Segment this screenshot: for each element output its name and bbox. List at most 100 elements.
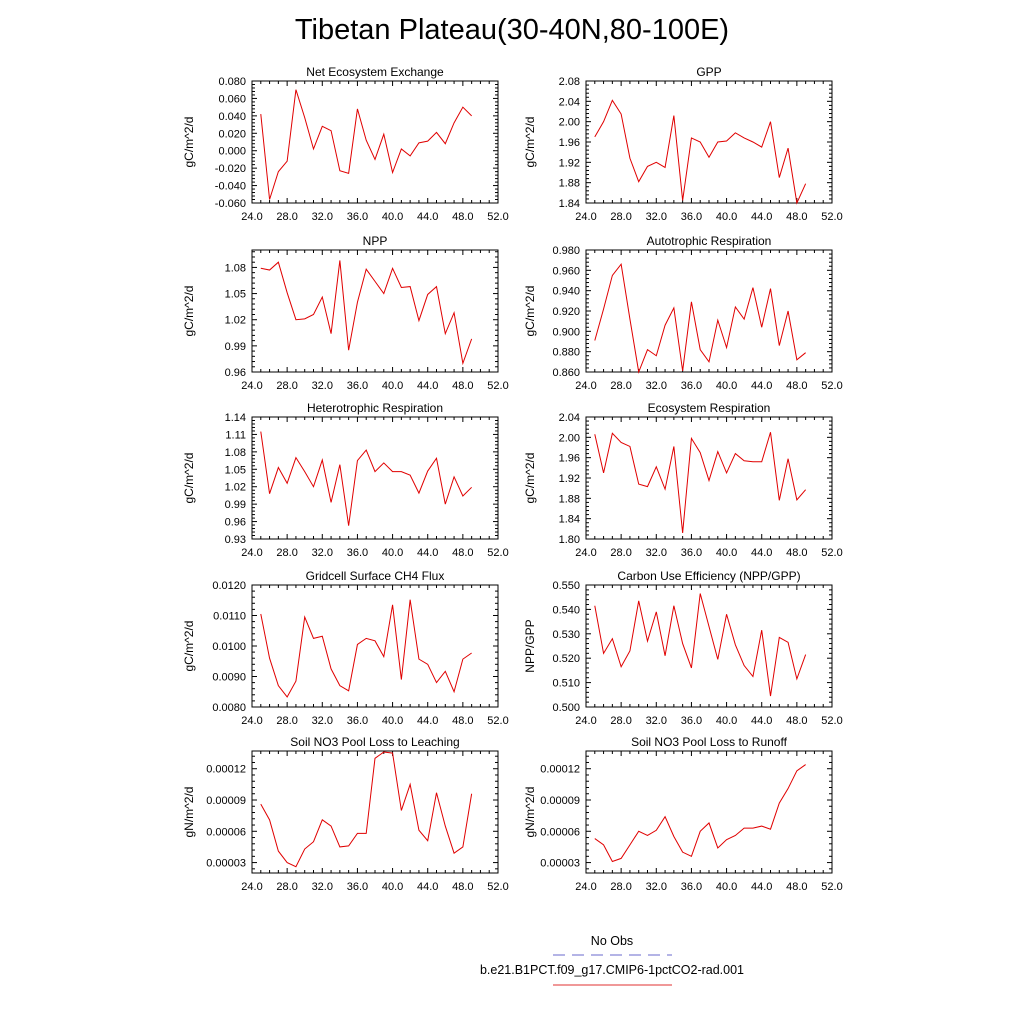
panel-8: Soil NO3 Pool Loss to Leaching 24.0 28.0 32… xyxy=(182,735,509,893)
y-tick-label: 1.05 xyxy=(225,464,246,476)
x-tick-label: 32.0 xyxy=(312,881,333,893)
y-tick-label: 0.00012 xyxy=(540,764,580,776)
panel-title: Soil NO3 Pool Loss to Runoff xyxy=(631,735,788,749)
panels-grid: Net Ecosystem Exchange 24.0 28.0 32.0 36.0 40… xyxy=(182,65,843,893)
y-tick-label: 0.500 xyxy=(552,702,580,714)
x-tick-label: 32.0 xyxy=(312,547,333,559)
y-tick-label: 1.92 xyxy=(559,473,580,485)
x-tick-label: 44.0 xyxy=(417,211,438,223)
x-tick-label: 24.0 xyxy=(241,881,262,893)
panel-title: Autotrophic Respiration xyxy=(647,234,772,248)
panel-title: Carbon Use Efficiency (NPP/GPP) xyxy=(617,569,800,583)
y-axis-label: gN/m^2/d xyxy=(182,787,196,838)
panel-6: Gridcell Surface CH4 Flux 24.0 28.0 32.0 36.… xyxy=(182,569,509,727)
x-tick-label: 32.0 xyxy=(312,380,333,392)
y-tick-label: 2.04 xyxy=(559,96,580,108)
y-tick-label: 0.540 xyxy=(552,604,580,616)
plot-frame xyxy=(585,80,833,204)
x-tick-label: 40.0 xyxy=(716,881,737,893)
x-tick-label: 44.0 xyxy=(751,547,772,559)
y-axis-label: gC/m^2/d xyxy=(182,117,196,168)
panel-title: NPP xyxy=(363,234,388,248)
y-tick-label: 0.040 xyxy=(218,111,246,123)
y-tick-label: -0.040 xyxy=(215,181,246,193)
x-tick-label: 24.0 xyxy=(575,715,596,727)
panel-7: Carbon Use Efficiency (NPP/GPP) 24.0 28.0 3… xyxy=(523,569,843,727)
y-tick-label: 0.0080 xyxy=(212,702,246,714)
plot-frame xyxy=(251,584,499,708)
y-tick-label: 0.96 xyxy=(225,367,246,379)
y-tick-label: 1.08 xyxy=(225,447,246,459)
y-tick-label: 0.510 xyxy=(552,678,580,690)
panel-title: Gridcell Surface CH4 Flux xyxy=(306,569,445,583)
x-tick-label: 24.0 xyxy=(241,211,262,223)
x-tick-label: 48.0 xyxy=(786,881,807,893)
y-tick-label: 0.0110 xyxy=(213,611,246,623)
x-tick-label: 32.0 xyxy=(646,380,667,392)
y-tick-label: 0.00003 xyxy=(206,858,246,870)
y-tick-label: 0.520 xyxy=(552,653,580,665)
legend-label-no-obs: No Obs xyxy=(591,934,633,948)
x-tick-label: 28.0 xyxy=(610,211,631,223)
x-tick-label: 44.0 xyxy=(417,380,438,392)
y-tick-label: 0.0090 xyxy=(212,672,246,684)
y-tick-label: 2.00 xyxy=(559,432,580,444)
x-tick-label: 36.0 xyxy=(681,881,702,893)
y-axis-label: gC/m^2/d xyxy=(182,286,196,337)
x-tick-label: 52.0 xyxy=(487,380,508,392)
panel-title: Heterotrophic Respiration xyxy=(307,401,443,415)
panel-5: Ecosystem Respiration 24.0 28.0 32.0 36.0 40.… xyxy=(523,401,843,559)
figure-title: Tibetan Plateau(30-40N,80-100E) xyxy=(295,14,729,46)
x-tick-label: 32.0 xyxy=(312,715,333,727)
x-tick-label: 48.0 xyxy=(786,380,807,392)
x-tick-label: 36.0 xyxy=(347,547,368,559)
y-tick-label: 1.02 xyxy=(225,315,246,327)
panel-title: Ecosystem Respiration xyxy=(648,401,771,415)
plot-frame xyxy=(585,249,833,373)
y-tick-label: 1.96 xyxy=(559,137,580,149)
panel-3: Autotrophic Respiration 24.0 28.0 32.0 36.0 4… xyxy=(523,234,843,392)
series-line xyxy=(594,263,806,374)
plot-frame xyxy=(585,584,833,708)
y-tick-label: 1.02 xyxy=(225,482,246,494)
x-tick-label: 28.0 xyxy=(276,211,297,223)
y-tick-label: 0.960 xyxy=(552,265,580,277)
x-tick-label: 48.0 xyxy=(452,881,473,893)
x-tick-label: 36.0 xyxy=(681,380,702,392)
x-tick-label: 44.0 xyxy=(751,211,772,223)
y-tick-label: 2.00 xyxy=(559,117,580,129)
y-tick-label: 0.99 xyxy=(225,341,246,353)
y-axis-label: gC/m^2/d xyxy=(182,453,196,504)
panel-title: GPP xyxy=(696,65,721,79)
x-tick-label: 36.0 xyxy=(347,881,368,893)
y-tick-label: 0.00006 xyxy=(540,826,580,838)
x-tick-label: 36.0 xyxy=(347,380,368,392)
y-tick-label: 0.00003 xyxy=(540,858,580,870)
x-tick-label: 40.0 xyxy=(716,715,737,727)
y-tick-label: 0.99 xyxy=(225,499,246,511)
x-tick-label: 40.0 xyxy=(382,211,403,223)
y-tick-label: 1.84 xyxy=(559,198,580,210)
x-tick-label: 36.0 xyxy=(681,547,702,559)
x-tick-label: 24.0 xyxy=(575,380,596,392)
plot-frame xyxy=(585,416,833,540)
x-tick-label: 24.0 xyxy=(575,547,596,559)
y-tick-label: 2.08 xyxy=(559,76,580,88)
x-tick-label: 52.0 xyxy=(821,380,842,392)
y-tick-label: 1.88 xyxy=(559,178,580,190)
y-tick-label: 1.92 xyxy=(559,157,580,169)
x-tick-label: 36.0 xyxy=(681,211,702,223)
panel-4: Heterotrophic Respiration 24.0 28.0 32.0 36.… xyxy=(182,401,509,559)
y-tick-label: 1.96 xyxy=(559,453,580,465)
y-tick-label: 0.00009 xyxy=(206,795,246,807)
y-tick-label: 1.84 xyxy=(559,514,580,526)
x-tick-label: 40.0 xyxy=(382,715,403,727)
y-tick-label: 0.920 xyxy=(552,306,580,318)
x-tick-label: 48.0 xyxy=(452,715,473,727)
y-tick-label: 0.060 xyxy=(218,93,246,105)
x-tick-label: 32.0 xyxy=(646,715,667,727)
x-tick-label: 28.0 xyxy=(276,881,297,893)
y-tick-label: 0.00006 xyxy=(206,826,246,838)
series-line xyxy=(594,99,807,205)
